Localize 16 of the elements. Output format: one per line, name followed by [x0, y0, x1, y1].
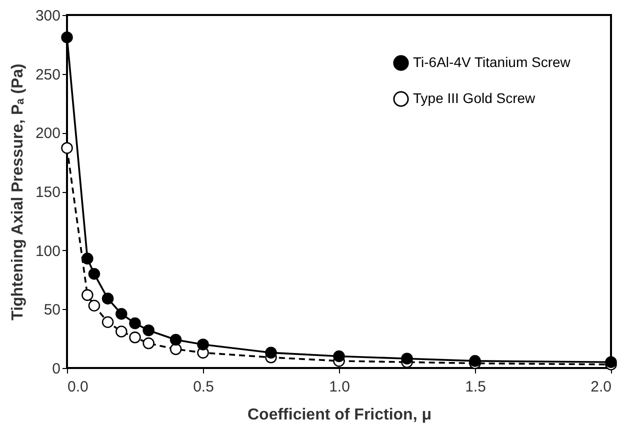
- y-tick-label: 0: [52, 360, 60, 378]
- y-tick-label: 150: [35, 184, 60, 201]
- y-tick-label: 250: [35, 66, 60, 84]
- x-tick-label: 1.0: [329, 378, 350, 396]
- legend-label: Type III Gold Screw: [413, 90, 536, 106]
- x-axis-title: Coefficient of Friction, μ: [247, 406, 432, 424]
- y-tick-label: 200: [35, 125, 60, 142]
- y-tick-label: 50: [44, 302, 60, 319]
- x-tick-label: 0.0: [68, 378, 88, 396]
- legend-label: Ti-6Al-4V Titanium Screw: [413, 54, 572, 70]
- x-tick-label: 2.0: [590, 378, 612, 396]
- y-tick-label: 300: [35, 8, 60, 24]
- y-tick-label: 100: [35, 242, 60, 260]
- y-axis-title: Tightening Axial Pressure, Pₐ (Pa): [9, 64, 26, 320]
- x-tick-label: 0.5: [193, 378, 214, 396]
- x-tick-label: 1.5: [465, 378, 486, 396]
